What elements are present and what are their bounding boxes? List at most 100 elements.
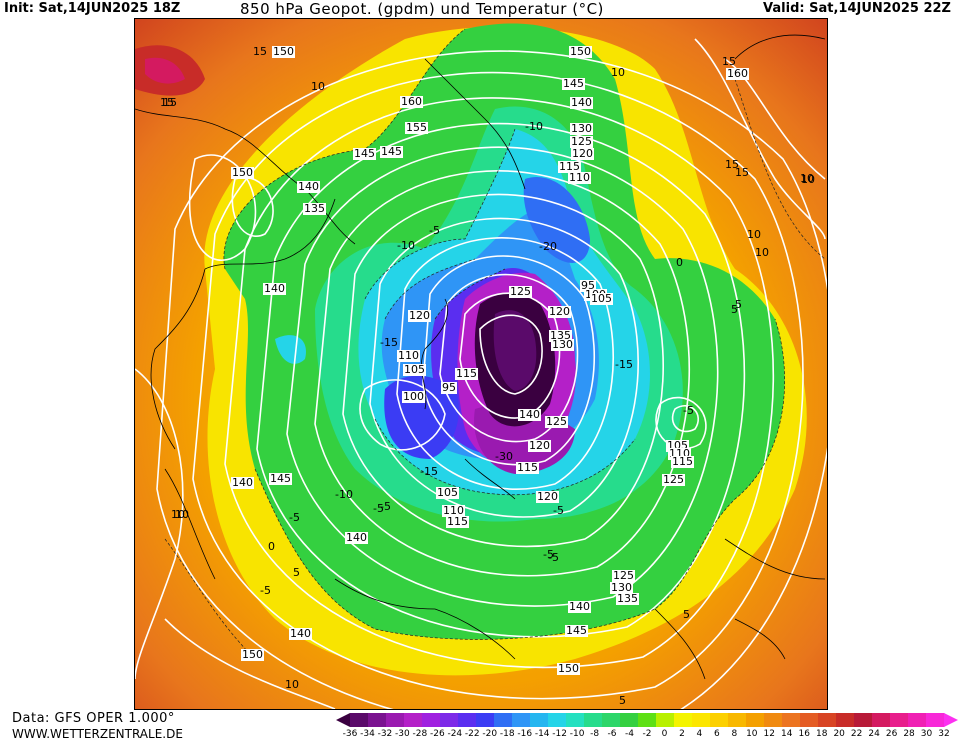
geopotential-label: 145	[565, 624, 588, 637]
temperature-label: -10	[397, 239, 415, 252]
temperature-label: 15	[160, 96, 174, 109]
temperature-label: -5	[553, 504, 564, 517]
geopotential-label: 115	[446, 515, 469, 528]
temperature-label: 10	[285, 678, 299, 691]
weather-map[interactable]: 150 160 155 145 140 135 150 140 120 110 …	[134, 18, 828, 710]
temperature-label: 10	[171, 508, 185, 521]
color-legend: -36 -34 -32 -30 -28 -26 -24 -22 -20 -18 -16 -14 -12-…	[336, 713, 958, 741]
legend-tick-label: -24	[447, 729, 463, 739]
temperature-label: -30	[495, 450, 513, 463]
legend-swatch	[728, 713, 747, 727]
geopotential-label: 120	[536, 490, 559, 503]
legend-swatch	[764, 713, 783, 727]
legend-tick-label: 30	[920, 729, 933, 739]
geopotential-label: 115	[558, 160, 581, 173]
geopotential-label: 120	[528, 439, 551, 452]
geopotential-label: 120	[408, 309, 431, 322]
legend-tick-label: 22	[850, 729, 863, 739]
legend-tick-label: -18	[499, 729, 515, 739]
legend-swatch	[620, 713, 639, 727]
legend-tick-label: -8	[590, 729, 600, 739]
legend-tick-label: 28	[903, 729, 915, 739]
temperature-label: -5	[260, 584, 271, 597]
geopotential-label: 150	[569, 45, 592, 58]
geopotential-label: 105	[436, 486, 459, 499]
geopotential-label: 145	[380, 145, 403, 158]
legend-tick-label: 8	[731, 729, 738, 739]
legend-tick-label: 4	[696, 729, 703, 739]
legend-swatch	[386, 713, 405, 727]
geopotential-label: 160	[400, 95, 423, 108]
legend-tick-label: 20	[833, 729, 845, 739]
legend-tick-label: -2	[642, 729, 652, 739]
temperature-label: 15	[163, 96, 177, 109]
geopotential-label: 135	[616, 592, 639, 605]
legend-swatch	[476, 713, 495, 727]
legend-swatch	[422, 713, 441, 727]
geopotential-label: 115	[455, 367, 478, 380]
temperature-label: 0	[676, 256, 683, 269]
geopotential-label: 150	[272, 45, 295, 58]
legend-swatch	[566, 713, 585, 727]
temperature-label: 10	[611, 66, 625, 79]
legend-swatch	[872, 713, 891, 727]
geopotential-label: 110	[397, 349, 420, 362]
temperature-label: 15	[735, 166, 749, 179]
geopotential-label: 125	[509, 285, 532, 298]
geopotential-label: 140	[345, 531, 368, 544]
geopotential-label: 150	[231, 166, 254, 179]
legend-swatch	[548, 713, 567, 727]
temperature-label: 5	[619, 694, 626, 707]
geopotential-label: 115	[671, 455, 694, 468]
legend-tick-label: -30	[395, 729, 410, 739]
legend-tick-label: 32	[938, 729, 950, 739]
legend-swatch	[908, 713, 927, 727]
legend-swatch	[692, 713, 711, 727]
legend-tick-label: -32	[377, 729, 393, 739]
legend-swatch	[674, 713, 693, 727]
geopotential-label: 145	[269, 472, 292, 485]
temperature-label: 10	[311, 80, 325, 93]
legend-tick-label: -26	[429, 729, 445, 739]
legend-tick-label: -12	[552, 729, 567, 739]
legend-swatch	[350, 713, 369, 727]
temperature-label: -5	[429, 224, 440, 237]
legend-swatch	[494, 713, 513, 727]
legend-swatch	[782, 713, 801, 727]
geopotential-label: 125	[612, 569, 635, 582]
temperature-label: -5	[543, 548, 554, 561]
temperature-label: -5	[373, 502, 384, 515]
geopotential-label: 125	[662, 473, 685, 486]
geopotential-label: 130	[610, 581, 633, 594]
legend-tick-label: -28	[412, 729, 428, 739]
legend-tick-label: 16	[798, 729, 810, 739]
geopotential-label: 140	[231, 476, 254, 489]
temperature-label: -10	[335, 488, 353, 501]
geopotential-label: 155	[405, 121, 428, 134]
legend-tick-label: -22	[464, 729, 480, 739]
legend-tick-label: 14	[781, 729, 793, 739]
geopotential-label: 115	[516, 461, 539, 474]
legend-tick-label: 10	[746, 729, 758, 739]
legend-swatch	[656, 713, 675, 727]
legend-tick-label: 18	[815, 729, 828, 739]
temperature-label: 5	[293, 566, 300, 579]
temperature-label: -5	[548, 551, 559, 564]
legend-tick-label: 24	[868, 729, 880, 739]
legend-tick-label: 0	[661, 729, 668, 739]
legend-tick-label: -34	[360, 729, 375, 739]
geopotential-label: 140	[289, 627, 312, 640]
chart-title: 850 hPa Geopot. (gpdm) und Temperatur (°…	[240, 0, 604, 18]
legend-swatch	[404, 713, 423, 727]
legend-tick-label: -6	[607, 729, 617, 739]
legend-tick-label: 12	[763, 729, 776, 739]
geopotential-label: 130	[551, 338, 574, 351]
legend-swatch	[800, 713, 819, 727]
temperature-label: -5	[683, 404, 694, 417]
legend-color-bar	[336, 713, 958, 727]
temperature-label: -15	[380, 336, 398, 349]
legend-tick-label: -14	[534, 729, 550, 739]
legend-tick-label: -20	[482, 729, 498, 739]
temperature-label: 10	[755, 246, 769, 259]
temperature-label: 0	[268, 540, 275, 553]
